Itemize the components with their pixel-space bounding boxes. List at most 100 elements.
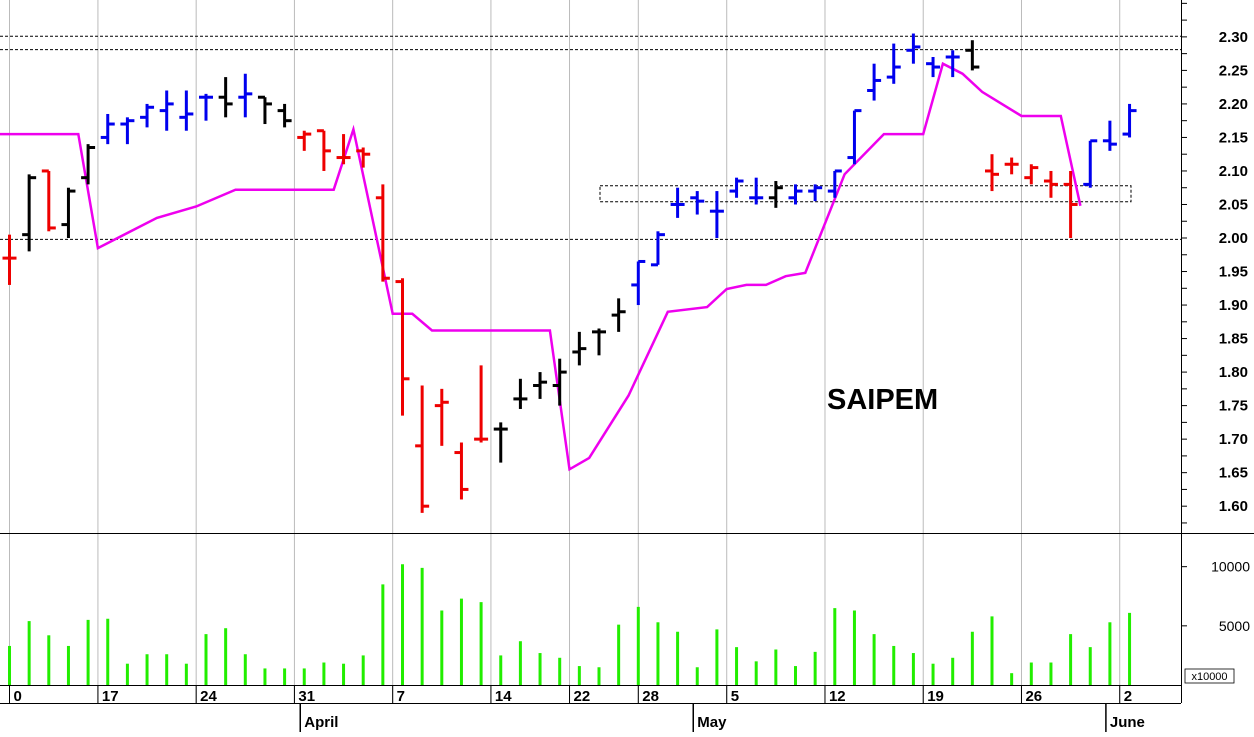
- y-tick-label: 2.30: [1219, 29, 1248, 46]
- price-bar: [297, 130, 312, 151]
- month-label: April: [304, 714, 338, 731]
- price-bar: [1083, 139, 1098, 188]
- x-tick-label: 24: [200, 688, 217, 705]
- axis-labels: 1.60 1.65 1.70 1.75 1.80 1.85 1.90 1.95 2.00 2.05…: [14, 29, 1251, 731]
- price-bar: [926, 56, 941, 78]
- price-bar: [867, 63, 882, 101]
- price-bar: [1122, 103, 1137, 138]
- price-bar: [985, 154, 999, 192]
- y-tick-label: 1.70: [1219, 431, 1248, 448]
- price-bars: [2, 33, 1137, 513]
- stop-line-layer: [0, 61, 1082, 472]
- x-tick-label: 7: [397, 688, 405, 705]
- price-bar: [965, 40, 980, 71]
- price-bar: [709, 191, 724, 239]
- price-bar: [611, 298, 626, 332]
- price-bar: [257, 95, 272, 125]
- price-bar: [945, 50, 960, 78]
- price-bar: [395, 278, 410, 416]
- month-label: May: [697, 714, 727, 731]
- volume-tick-label: 10000: [1211, 559, 1250, 575]
- y-tick-label: 2.20: [1219, 96, 1248, 113]
- price-bar: [827, 169, 842, 198]
- volume-multiplier-label: x10000: [1191, 671, 1227, 683]
- x-tick-label: 26: [1025, 688, 1042, 705]
- price-bar: [1063, 170, 1078, 239]
- y-tick-label: 1.75: [1219, 398, 1248, 415]
- price-bar: [847, 109, 862, 165]
- price-bar: [493, 422, 508, 463]
- price-bar: [631, 259, 646, 306]
- price-bar: [61, 187, 76, 239]
- x-tick-label: 5: [731, 688, 739, 705]
- price-bar: [533, 372, 548, 399]
- price-bar: [218, 77, 233, 118]
- y-tick-label: 1.80: [1219, 364, 1248, 381]
- price-bar: [415, 385, 430, 513]
- volume-bars: [8, 564, 1132, 685]
- price-bar: [572, 331, 587, 366]
- price-bar: [592, 328, 606, 356]
- x-tick-label: 31: [298, 688, 315, 705]
- price-bar: [199, 93, 213, 121]
- x-tick-label: 2: [1124, 688, 1132, 705]
- price-bar: [336, 134, 351, 165]
- x-tick-label: 22: [574, 688, 591, 705]
- price-bar: [552, 358, 567, 406]
- price-bar: [513, 378, 528, 409]
- chart-title: SAIPEM: [827, 384, 938, 416]
- x-tick-label: 28: [642, 688, 659, 705]
- price-bar: [179, 90, 194, 131]
- stop-line: [0, 61, 1082, 472]
- y-tick-label: 1.85: [1219, 331, 1248, 348]
- price-bar: [159, 90, 174, 131]
- price-bar: [808, 184, 823, 202]
- price-bar: [120, 117, 135, 145]
- resistance-zone: [599, 185, 1132, 203]
- price-bar: [886, 43, 901, 84]
- price-bar: [1043, 170, 1058, 198]
- y-tick-label: 1.95: [1219, 264, 1248, 281]
- price-bar: [375, 184, 390, 282]
- price-bar: [238, 73, 253, 118]
- price-bar: [1004, 157, 1019, 175]
- price-bar: [2, 234, 17, 285]
- price-bar: [277, 103, 292, 128]
- price-bar: [906, 33, 921, 64]
- y-tick-label: 2.15: [1219, 129, 1248, 146]
- price-bar: [100, 113, 115, 145]
- y-tick-label: 2.05: [1219, 196, 1248, 213]
- price-bar: [1102, 120, 1117, 151]
- price-bar: [650, 231, 665, 267]
- price-bar: [768, 181, 783, 208]
- reference-lines: [0, 35, 1181, 240]
- x-tick-label: 17: [102, 688, 119, 705]
- price-bar: [434, 388, 449, 446]
- x-tick-label: 12: [829, 688, 846, 705]
- y-tick-label: 2.00: [1219, 230, 1248, 247]
- price-bar: [749, 177, 764, 205]
- month-label: June: [1110, 714, 1145, 731]
- y-tick-label: 1.90: [1219, 297, 1248, 314]
- y-tick-label: 1.65: [1219, 465, 1248, 482]
- price-bar: [729, 177, 744, 198]
- multiplier-box: [1184, 668, 1235, 684]
- price-bar: [140, 103, 155, 128]
- price-bar: [316, 129, 331, 171]
- price-bar: [1024, 164, 1039, 185]
- chart-grid: [9, 0, 1121, 703]
- price-bar: [41, 169, 56, 232]
- price-bar: [356, 147, 371, 168]
- price-bar: [474, 365, 489, 443]
- y-tick-label: 2.25: [1219, 62, 1248, 79]
- y-tick-label: 2.10: [1219, 163, 1248, 180]
- x-tick-label: 0: [14, 688, 22, 705]
- price-bar: [81, 144, 96, 185]
- x-tick-label: 19: [927, 688, 944, 705]
- price-bar: [454, 442, 469, 500]
- x-tick-label: 14: [495, 688, 512, 705]
- y-tick-label: 1.60: [1219, 498, 1248, 515]
